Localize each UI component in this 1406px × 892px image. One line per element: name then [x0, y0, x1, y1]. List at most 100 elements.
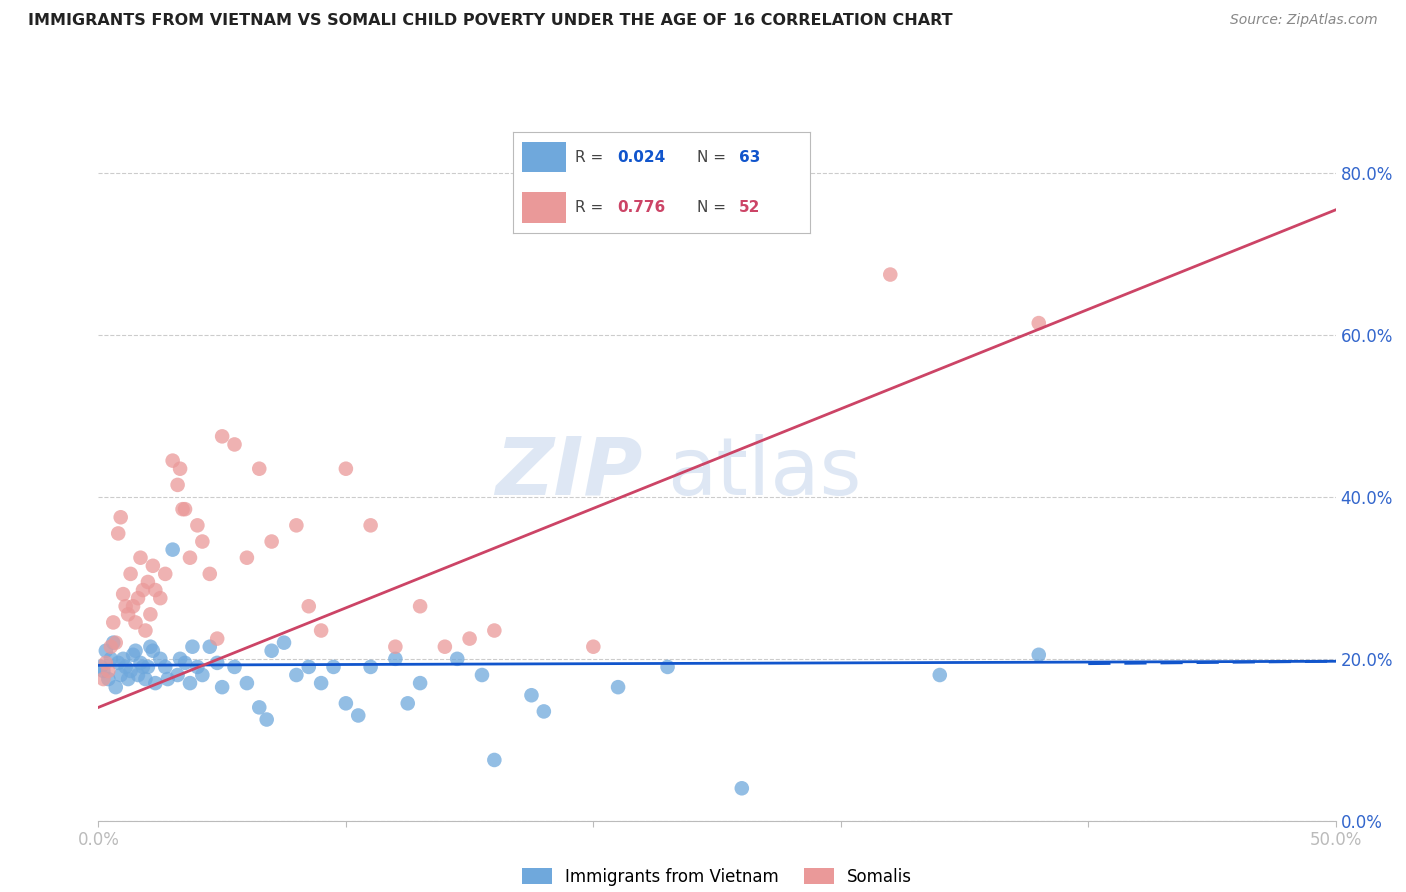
Point — [174, 656, 197, 670]
Point — [607, 680, 630, 694]
Point — [335, 696, 357, 710]
Point — [112, 652, 135, 666]
Point — [433, 640, 456, 654]
Point — [384, 652, 406, 666]
Point — [120, 664, 142, 678]
Point — [471, 668, 494, 682]
Point — [191, 668, 214, 682]
Point — [112, 587, 135, 601]
Point — [143, 583, 166, 598]
Point — [179, 676, 201, 690]
Point — [260, 644, 283, 658]
Point — [309, 676, 332, 690]
Point — [409, 599, 432, 614]
Point — [142, 558, 165, 573]
Point — [122, 648, 145, 662]
Point — [139, 640, 162, 654]
Point — [124, 644, 146, 658]
Point — [298, 660, 321, 674]
Point — [582, 640, 605, 654]
Point — [458, 632, 481, 646]
Point — [224, 437, 246, 451]
Point — [110, 668, 132, 682]
Point — [484, 624, 506, 638]
Point — [94, 656, 117, 670]
Point — [169, 461, 191, 475]
Point — [285, 518, 308, 533]
Point — [114, 660, 136, 674]
Legend: Immigrants from Vietnam, Somalis: Immigrants from Vietnam, Somalis — [515, 861, 920, 892]
Point — [309, 624, 332, 638]
Point — [520, 688, 543, 702]
Text: atlas: atlas — [668, 434, 862, 512]
Point — [93, 672, 115, 686]
Point — [94, 644, 117, 658]
Point — [107, 656, 129, 670]
Point — [114, 599, 136, 614]
Point — [335, 461, 357, 475]
Point — [134, 624, 156, 638]
Point — [124, 615, 146, 630]
Point — [224, 660, 246, 674]
Point — [136, 660, 159, 674]
Point — [127, 668, 149, 682]
Point — [122, 599, 145, 614]
Point — [198, 566, 221, 581]
Point — [211, 680, 233, 694]
Point — [247, 700, 270, 714]
Point — [657, 660, 679, 674]
Point — [172, 502, 194, 516]
Point — [347, 708, 370, 723]
Point — [127, 591, 149, 606]
Point — [396, 696, 419, 710]
Point — [129, 550, 152, 565]
Point — [110, 510, 132, 524]
Point — [136, 574, 159, 589]
Point — [149, 591, 172, 606]
Point — [100, 652, 122, 666]
Point — [731, 781, 754, 796]
Point — [155, 660, 177, 674]
Point — [191, 534, 214, 549]
Point — [205, 632, 228, 646]
Point — [236, 676, 259, 690]
Point — [179, 550, 201, 565]
Point — [260, 534, 283, 549]
Point — [97, 672, 120, 686]
Point — [107, 526, 129, 541]
Point — [211, 429, 233, 443]
Point — [166, 478, 188, 492]
Point — [186, 518, 208, 533]
Point — [256, 713, 278, 727]
Point — [104, 680, 127, 694]
Point — [186, 660, 208, 674]
Point — [1028, 648, 1050, 662]
Point — [149, 652, 172, 666]
Point — [166, 668, 188, 682]
Point — [198, 640, 221, 654]
Point — [1028, 316, 1050, 330]
Point — [484, 753, 506, 767]
Point — [298, 599, 321, 614]
Point — [103, 635, 125, 649]
Point — [156, 672, 179, 686]
Point — [90, 660, 112, 674]
Point — [134, 672, 156, 686]
Point — [360, 518, 382, 533]
Point — [103, 615, 125, 630]
Point — [162, 542, 184, 557]
Point — [533, 705, 555, 719]
Point — [132, 583, 155, 598]
Point — [139, 607, 162, 622]
Point — [129, 656, 152, 670]
Point — [247, 461, 270, 475]
Point — [104, 635, 127, 649]
Text: ZIP: ZIP — [495, 434, 643, 512]
Point — [143, 676, 166, 690]
Text: IMMIGRANTS FROM VIETNAM VS SOMALI CHILD POVERTY UNDER THE AGE OF 16 CORRELATION : IMMIGRANTS FROM VIETNAM VS SOMALI CHILD … — [28, 13, 953, 29]
Point — [169, 652, 191, 666]
Point — [174, 502, 197, 516]
Point — [205, 656, 228, 670]
Point — [322, 660, 344, 674]
Point — [162, 453, 184, 467]
